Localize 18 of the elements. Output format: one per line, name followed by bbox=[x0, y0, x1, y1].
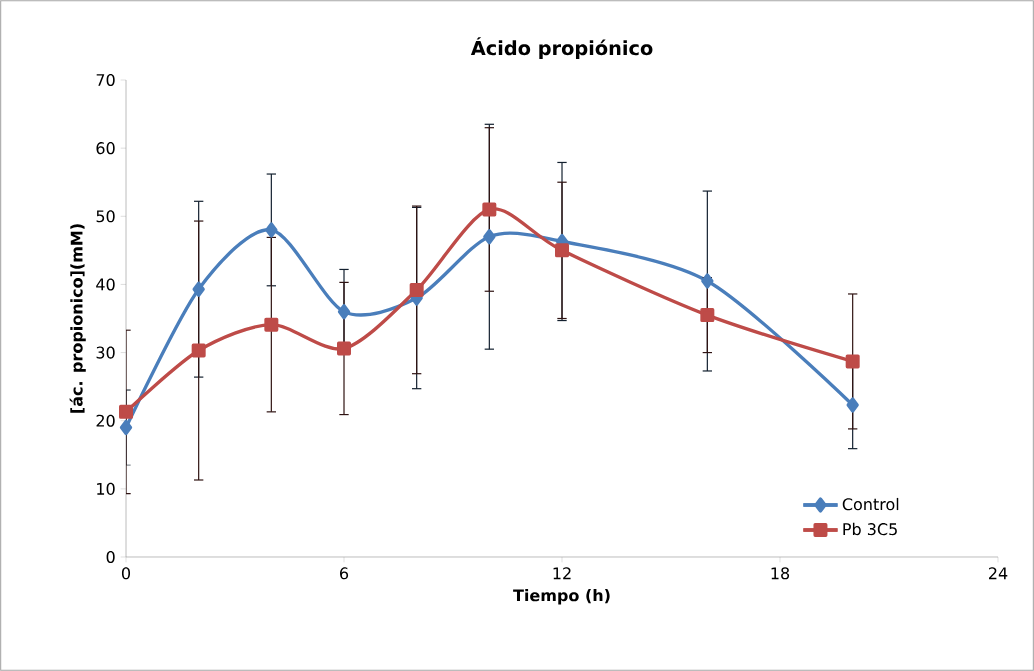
legend-label: Pb 3C5 bbox=[843, 522, 897, 536]
chart-title: Ácido propiónico bbox=[470, 37, 653, 60]
y-tick-label: 10 bbox=[97, 482, 115, 495]
y-tick-label: 30 bbox=[96, 346, 115, 359]
x-axis-title: Tiempo (h) bbox=[513, 588, 610, 605]
y-tick-label: 0 bbox=[106, 550, 115, 564]
x-tick-label: 6 bbox=[340, 567, 349, 580]
x-tick-label: 18 bbox=[771, 567, 790, 580]
legend-label: Control bbox=[842, 497, 899, 511]
x-tick-label: 24 bbox=[989, 567, 1008, 580]
y-tick-label: 70 bbox=[96, 73, 115, 87]
y-tick-label: 50 bbox=[96, 210, 115, 223]
y-tick-label: 60 bbox=[96, 142, 115, 155]
x-tick-label: 12 bbox=[553, 567, 571, 580]
x-tick-label: 0 bbox=[121, 567, 131, 580]
y-axis-title: [ác. propionico](mM) bbox=[69, 224, 86, 413]
y-tick-label: 20 bbox=[96, 414, 115, 427]
y-tick-label: 40 bbox=[96, 278, 115, 291]
